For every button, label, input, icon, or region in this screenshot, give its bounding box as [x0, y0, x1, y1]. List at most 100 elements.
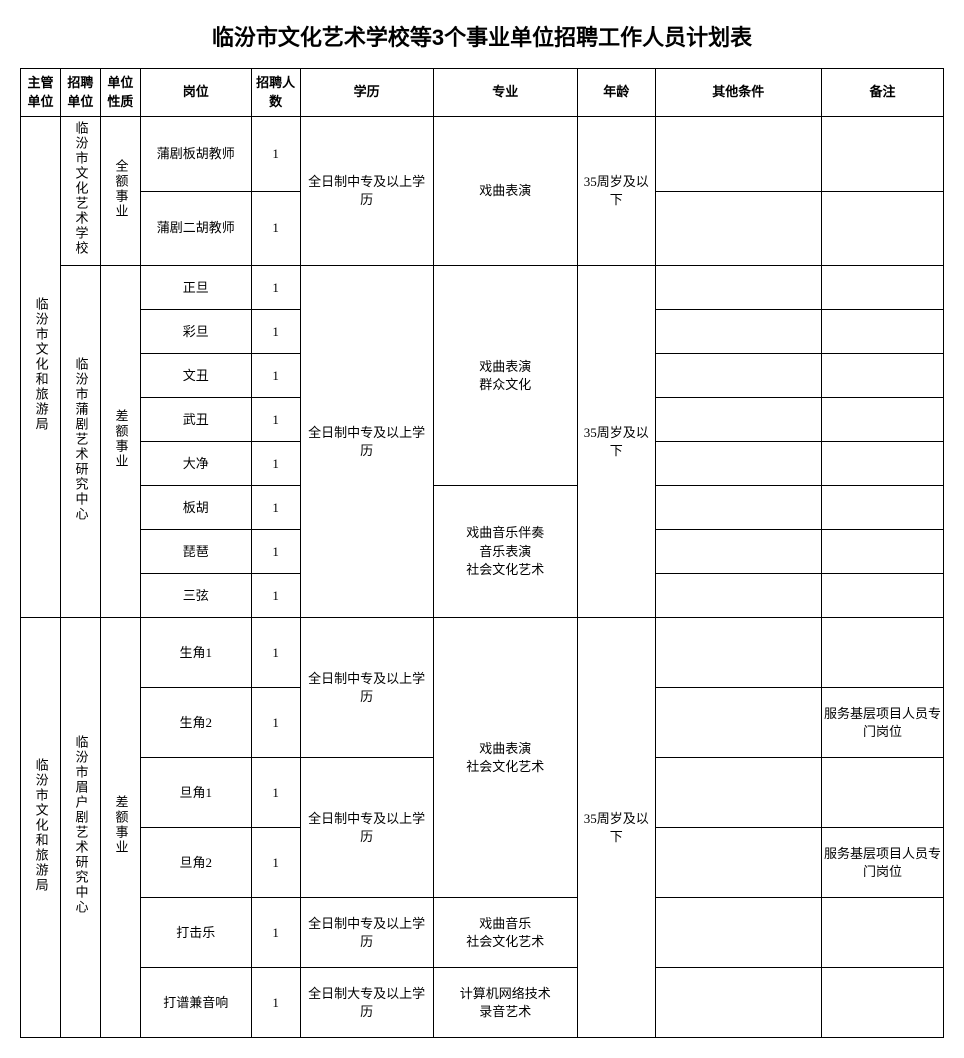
cell-position: 生角1: [140, 618, 251, 688]
unit-text: 临汾市文化艺术学校: [71, 121, 89, 256]
cell-count: 1: [251, 310, 300, 354]
cell-count: 1: [251, 688, 300, 758]
cell-count: 1: [251, 398, 300, 442]
cell-other: [655, 398, 821, 442]
cell-remark: [821, 266, 943, 310]
cell-count: 1: [251, 266, 300, 310]
cell-count: 1: [251, 354, 300, 398]
cell-other: [655, 618, 821, 688]
cell-remark: 服务基层项目人员专门岗位: [821, 828, 943, 898]
cell-position: 正旦: [140, 266, 251, 310]
cell-other: [655, 898, 821, 968]
cell-count: 1: [251, 117, 300, 192]
cell-remark: [821, 530, 943, 574]
cell-nature: 差额事业: [100, 266, 140, 618]
cell-unit: 临汾市眉户剧艺术研究中心: [60, 618, 100, 1038]
header-age: 年龄: [577, 69, 655, 117]
cell-remark: [821, 618, 943, 688]
cell-other: [655, 574, 821, 618]
cell-other: [655, 442, 821, 486]
cell-position: 旦角2: [140, 828, 251, 898]
cell-remark: [821, 442, 943, 486]
cell-other: [655, 191, 821, 266]
cell-major: 戏曲表演: [433, 117, 577, 266]
cell-remark: [821, 354, 943, 398]
cell-count: 1: [251, 618, 300, 688]
cell-position: 蒲剧二胡教师: [140, 191, 251, 266]
cell-other: [655, 310, 821, 354]
cell-nature: 全额事业: [100, 117, 140, 266]
cell-position: 三弦: [140, 574, 251, 618]
cell-remark: [821, 117, 943, 192]
cell-edu: 全日制中专及以上学历: [300, 117, 433, 266]
recruitment-table: 主管单位 招聘单位 单位性质 岗位 招聘人数 学历 专业 年龄 其他条件 备注 …: [20, 68, 944, 1038]
cell-other: [655, 828, 821, 898]
header-remark: 备注: [821, 69, 943, 117]
cell-remark: [821, 191, 943, 266]
cell-remark: [821, 898, 943, 968]
cell-count: 1: [251, 828, 300, 898]
cell-other: [655, 486, 821, 530]
cell-major: 戏曲表演社会文化艺术: [433, 618, 577, 898]
cell-count: 1: [251, 191, 300, 266]
cell-position: 琵琶: [140, 530, 251, 574]
cell-other: [655, 354, 821, 398]
cell-position: 打谱兼音响: [140, 968, 251, 1038]
header-other: 其他条件: [655, 69, 821, 117]
cell-remark: 服务基层项目人员专门岗位: [821, 688, 943, 758]
cell-major: 计算机网络技术录音艺术: [433, 968, 577, 1038]
cell-remark: [821, 968, 943, 1038]
header-major: 专业: [433, 69, 577, 117]
cell-remark: [821, 310, 943, 354]
cell-nature: 差额事业: [100, 618, 140, 1038]
cell-count: 1: [251, 486, 300, 530]
unit-text: 临汾市眉户剧艺术研究中心: [71, 735, 89, 915]
cell-remark: [821, 574, 943, 618]
cell-unit: 临汾市文化艺术学校: [60, 117, 100, 266]
cell-count: 1: [251, 442, 300, 486]
cell-other: [655, 117, 821, 192]
cell-count: 1: [251, 898, 300, 968]
cell-age: 35周岁及以下: [577, 117, 655, 266]
cell-edu: 全日制中专及以上学历: [300, 618, 433, 758]
table-row: 板胡 1 戏曲音乐伴奏音乐表演社会文化艺术: [21, 486, 944, 530]
cell-dept: 临汾市文化和旅游局: [21, 117, 61, 618]
cell-edu: 全日制中专及以上学历: [300, 898, 433, 968]
cell-age: 35周岁及以下: [577, 618, 655, 1038]
cell-other: [655, 530, 821, 574]
cell-position: 板胡: [140, 486, 251, 530]
table-row: 临汾市文化和旅游局 临汾市文化艺术学校 全额事业 蒲剧板胡教师 1 全日制中专及…: [21, 117, 944, 192]
unit-text: 临汾市蒲剧艺术研究中心: [71, 357, 89, 522]
cell-remark: [821, 758, 943, 828]
cell-edu: 全日制中专及以上学历: [300, 266, 433, 618]
cell-dept: 临汾市文化和旅游局: [21, 618, 61, 1038]
cell-other: [655, 688, 821, 758]
cell-position: 彩旦: [140, 310, 251, 354]
dept-text: 临汾市文化和旅游局: [31, 758, 49, 893]
cell-age: 35周岁及以下: [577, 266, 655, 618]
header-position: 岗位: [140, 69, 251, 117]
table-row: 打击乐 1 全日制中专及以上学历 戏曲音乐社会文化艺术: [21, 898, 944, 968]
page-title: 临汾市文化艺术学校等3个事业单位招聘工作人员计划表: [20, 20, 944, 52]
header-nature: 单位性质: [100, 69, 140, 117]
dept-text: 临汾市文化和旅游局: [31, 297, 49, 432]
cell-other: [655, 758, 821, 828]
cell-major: 戏曲表演群众文化: [433, 266, 577, 486]
cell-major: 戏曲音乐社会文化艺术: [433, 898, 577, 968]
header-unit: 招聘单位: [60, 69, 100, 117]
cell-count: 1: [251, 758, 300, 828]
nature-text: 全额事业: [111, 159, 129, 219]
table-row: 临汾市文化和旅游局 临汾市眉户剧艺术研究中心 差额事业 生角1 1 全日制中专及…: [21, 618, 944, 688]
cell-other: [655, 968, 821, 1038]
nature-text: 差额事业: [111, 795, 129, 855]
cell-count: 1: [251, 968, 300, 1038]
cell-remark: [821, 398, 943, 442]
cell-position: 蒲剧板胡教师: [140, 117, 251, 192]
cell-count: 1: [251, 530, 300, 574]
cell-major: 戏曲音乐伴奏音乐表演社会文化艺术: [433, 486, 577, 618]
table-header-row: 主管单位 招聘单位 单位性质 岗位 招聘人数 学历 专业 年龄 其他条件 备注: [21, 69, 944, 117]
cell-unit: 临汾市蒲剧艺术研究中心: [60, 266, 100, 618]
nature-text: 差额事业: [111, 409, 129, 469]
cell-position: 生角2: [140, 688, 251, 758]
cell-position: 大净: [140, 442, 251, 486]
